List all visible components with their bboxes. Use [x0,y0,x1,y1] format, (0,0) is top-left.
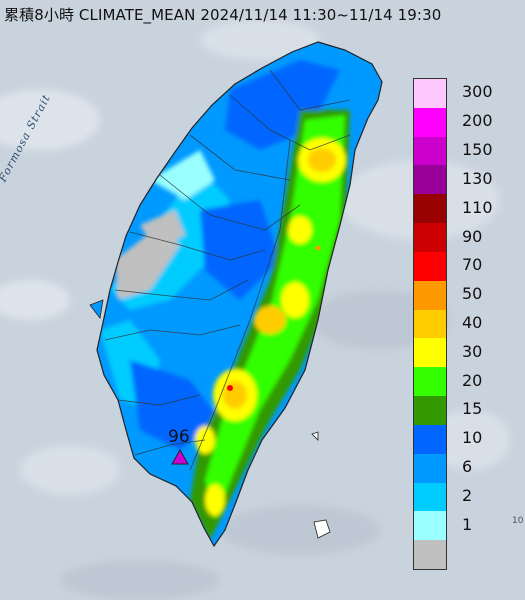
legend-label: 2 [462,485,473,505]
legend-label: 1 [462,514,473,534]
legend-label: 300 [462,82,493,102]
legend-swatch [414,453,446,483]
legend-label: 20 [462,370,483,390]
island-outline [96,41,383,548]
legend-label: 30 [462,341,483,361]
rainfall-legend [413,78,447,570]
legend-swatch [414,540,446,569]
legend-swatch [414,136,446,166]
legend-label: 200 [462,111,493,131]
legend-label: 15 [462,399,483,419]
legend-label: 70 [462,255,483,275]
legend-label: 40 [462,313,483,332]
legend-swatch [414,251,446,281]
legend-label: 110 [462,197,493,217]
legend-swatch [414,107,446,137]
legend-swatch [414,424,446,454]
orchid-island [313,519,331,539]
legend-swatch [414,511,446,541]
penghu-island [89,299,104,319]
legend-swatch [414,338,446,368]
legend-swatch [414,482,446,512]
legend-label: 6 [462,457,473,477]
map-title: 累積8小時 CLIMATE_MEAN 2024/11/14 11:30~11/1… [4,6,442,24]
legend-swatch [414,165,446,195]
legend-swatch [414,367,446,397]
legend-swatch [414,396,446,425]
legend-swatch [414,309,446,339]
edge-label: 10 [512,516,524,526]
max-station-value: 96 [168,427,190,447]
legend-swatch [414,223,446,252]
legend-swatch [414,79,446,108]
legend-label: 50 [462,284,483,304]
legend-label: 150 [462,140,493,160]
legend-swatch [414,194,446,224]
county-boundaries [104,69,351,471]
triangle-marker-icon [171,448,189,465]
legend-label: 90 [462,226,483,246]
green-island [311,431,319,441]
legend-label: 130 [462,168,493,188]
legend-swatch [414,280,446,310]
legend-label: 10 [462,428,483,448]
